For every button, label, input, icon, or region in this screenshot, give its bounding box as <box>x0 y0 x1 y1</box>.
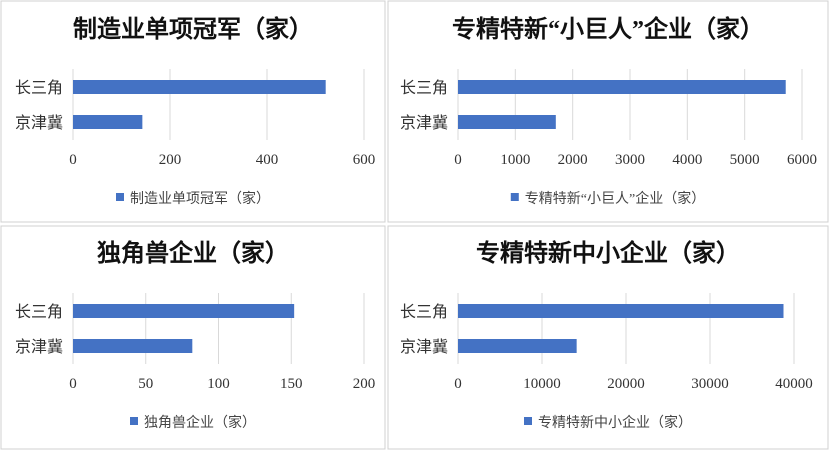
x-tick-label: 30000 <box>691 376 729 392</box>
x-tick-label: 10000 <box>523 376 561 392</box>
bar <box>458 339 577 353</box>
bar <box>73 115 143 129</box>
legend: 独角兽企业（家） <box>130 414 256 431</box>
legend-label: 制造业单项冠军（家） <box>130 190 270 207</box>
category-label: 长三角 <box>400 303 448 321</box>
x-tick-label: 5000 <box>730 152 760 168</box>
panel-border <box>0 0 386 223</box>
category-label: 长三角 <box>400 79 448 97</box>
bar <box>73 339 193 353</box>
chart-title: 制造业单项冠军（家） <box>73 15 313 43</box>
panel-border <box>0 225 386 450</box>
x-tick-label: 2000 <box>558 152 588 168</box>
x-tick-label: 0 <box>454 152 462 168</box>
chart-panel: 专精特新“小巨人”企业（家） 0 1000 2000 3000 4000 5000 6000 长… <box>387 0 829 223</box>
bar <box>73 80 326 94</box>
x-tick-label: 600 <box>353 152 376 168</box>
category-label: 长三角 <box>15 303 63 321</box>
legend: 专精特新“小巨人”企业（家） <box>510 190 705 207</box>
chart-title: 独角兽企业（家） <box>97 239 289 267</box>
chart-title: 专精特新“小巨人”企业（家） <box>452 15 764 43</box>
x-tick-label: 0 <box>454 376 462 392</box>
legend-swatch <box>130 417 138 425</box>
bar <box>73 304 295 318</box>
x-tick-label: 200 <box>353 376 376 392</box>
legend-swatch <box>116 193 124 201</box>
legend-swatch <box>524 417 532 425</box>
x-tick-label: 200 <box>159 152 182 168</box>
category-label: 京津冀 <box>15 338 63 356</box>
panel-border <box>387 0 829 223</box>
x-tick-label: 1000 <box>500 152 530 168</box>
chart-title: 专精特新中小企业（家） <box>476 239 740 267</box>
x-tick-label: 50 <box>138 376 153 392</box>
bar <box>458 115 556 129</box>
bar <box>458 304 784 318</box>
category-label: 长三角 <box>15 79 63 97</box>
x-tick-label: 150 <box>280 376 303 392</box>
legend: 专精特新中小企业（家） <box>524 414 692 431</box>
category-label: 京津冀 <box>400 114 448 132</box>
chart-panel: 专精特新中小企业（家）0 10000 20000 30000 40000长三角京津冀专精… <box>387 225 829 450</box>
x-tick-label: 3000 <box>615 152 645 168</box>
x-tick-label: 100 <box>207 376 230 392</box>
panel-border <box>387 225 829 450</box>
legend-label: 专精特新“小巨人”企业（家） <box>525 190 705 207</box>
x-tick-label: 0 <box>69 376 77 392</box>
category-label: 京津冀 <box>15 114 63 132</box>
legend-label: 独角兽企业（家） <box>144 414 256 431</box>
legend: 制造业单项冠军（家） <box>116 190 270 207</box>
legend-swatch <box>510 193 519 201</box>
x-tick-label: 400 <box>256 152 279 168</box>
category-label: 京津冀 <box>400 338 448 356</box>
x-tick-label: 6000 <box>787 152 817 168</box>
x-tick-label: 4000 <box>672 152 702 168</box>
bar <box>458 80 786 94</box>
x-tick-label: 0 <box>69 152 77 168</box>
x-tick-label: 20000 <box>607 376 645 392</box>
x-tick-label: 40000 <box>775 376 813 392</box>
legend-label: 专精特新中小企业（家） <box>538 414 692 431</box>
